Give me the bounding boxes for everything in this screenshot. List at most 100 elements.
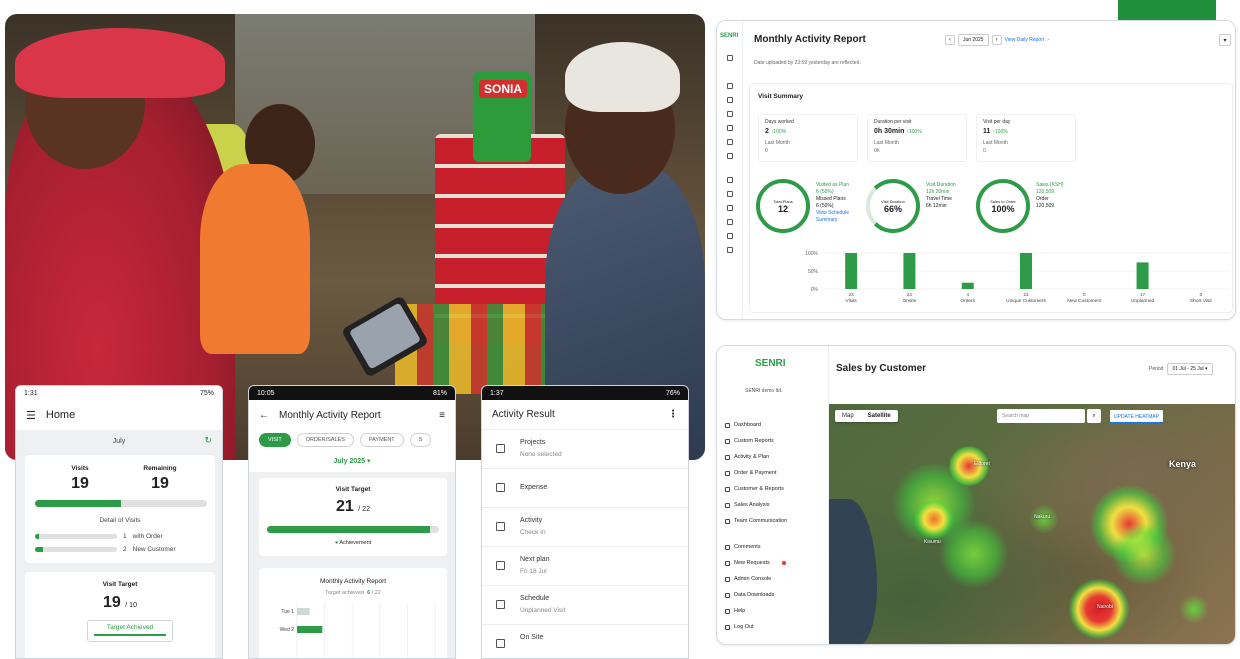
tab-more[interactable]: S [409, 433, 432, 447]
sidebar-item-dashboard[interactable]: Dashboard [725, 422, 761, 428]
sidebar-item-sales-analysis[interactable]: Sales Analysis [725, 502, 769, 508]
analysis-icon[interactable] [727, 139, 733, 145]
home-phone-screen: 1:31 75% ☰ Home July ↻ Visits 19 Remaini… [15, 385, 223, 659]
pin-icon [496, 639, 505, 648]
activity-item-schedule[interactable]: Schedule Unplanned Visit [482, 586, 688, 625]
logout-icon[interactable] [727, 247, 733, 253]
row-bar [297, 608, 310, 615]
gear-icon[interactable] [727, 205, 733, 211]
more-vert-icon[interactable]: ⋮ [668, 409, 678, 420]
x-tick-label: New Customers [1067, 298, 1102, 304]
ring-value: 12 [777, 203, 788, 214]
sidebar-item-order[interactable]: Order & Payment [725, 470, 777, 476]
heatmap[interactable]: Map Satellite Search map ⌕ UPDATE HEATMA… [829, 404, 1235, 644]
item-title: Activity [520, 517, 543, 524]
month-value[interactable]: Jun 2025 [958, 34, 989, 46]
sidebar-item-team[interactable]: Team Communication [725, 518, 787, 524]
tab-visit[interactable]: VISIT [259, 433, 291, 447]
item-title: Schedule [520, 595, 550, 602]
y-tick-label: 50% [808, 269, 819, 275]
nav-label: Customer & Reports [734, 486, 784, 492]
bar [1020, 253, 1032, 289]
target-label: Visit Target [335, 486, 371, 493]
chevron-down-icon[interactable]: ▾ [1219, 34, 1231, 46]
rail-logo: SENRI [720, 33, 739, 39]
activity-item-activity[interactable]: Activity Check In [482, 508, 688, 547]
sidebar-item-logout[interactable]: Log Out [725, 624, 754, 630]
hamburger-icon[interactable]: ☰ [26, 409, 36, 422]
city-label: Nakuru [1034, 514, 1051, 520]
target-value-line: 21 / 22 [259, 498, 447, 516]
back-arrow-icon[interactable]: ← [259, 409, 269, 421]
map-search-input[interactable]: Search map [997, 409, 1085, 423]
sidebar-item-help[interactable]: Help [725, 608, 745, 614]
monthly-report-dashboard: SENRI Monthly Activity Report ‹ Jun 2025… [716, 20, 1236, 320]
stat-visit-per-day: Visit per day 11 ↑100% Last Month 0 [976, 114, 1076, 162]
month-select[interactable]: July 2025 ▾ [249, 450, 455, 472]
nav-label: New Requests [734, 560, 770, 566]
sales-info: Sales (KSH) 120,509 Order 120,509 [1036, 182, 1064, 210]
nav-label: Sales Analysis [734, 502, 770, 508]
info-line: Visit Duration [926, 182, 956, 188]
view-schedule-link-2[interactable]: Summary [816, 217, 838, 223]
update-heatmap-button[interactable]: UPDATE HEATMAP [1109, 409, 1165, 423]
help-icon[interactable] [727, 233, 733, 239]
x-tick-label: Onsite [902, 298, 916, 304]
activity-item-expense[interactable]: Expense [482, 469, 688, 508]
sidebar-item-downloads[interactable]: Data Downloads [725, 592, 774, 598]
activity-item-next-plan[interactable]: Next plan Fri 18 Jul [482, 547, 688, 586]
stat-last-label: Last Month [983, 140, 1008, 146]
info-line: 6 (50%) [816, 203, 834, 209]
visit-duration-ring: Visit Duration 66% [866, 179, 920, 233]
sidebar-item-activity[interactable]: Activity & Plan [725, 454, 769, 460]
item-title: Next plan [520, 556, 550, 563]
app-bar: ☰ Home [16, 400, 222, 430]
request-icon[interactable] [727, 191, 733, 197]
info-line: 6 (50%) [816, 189, 834, 195]
view-daily-link[interactable]: View Daily Report [1004, 37, 1045, 43]
customer-icon[interactable] [727, 125, 733, 131]
sidebar-item-new-requests[interactable]: New Requests [725, 560, 786, 566]
info-line: 120,509 [1036, 189, 1055, 195]
plans-info: Visited as Plan 6 (50%) Missed Plans 6 (… [816, 182, 849, 224]
info-line: Travel Time [926, 196, 952, 202]
sidebar-item-customer[interactable]: Customer & Reports [725, 486, 784, 492]
tab-map[interactable]: Map [842, 413, 854, 419]
calendar-icon[interactable] [727, 97, 733, 103]
team-icon[interactable] [727, 153, 733, 159]
search-icon[interactable]: ⌕ [1087, 409, 1101, 423]
target-achieved-badge: Target Achieved [87, 620, 173, 642]
sidebar-item-admin[interactable]: Admin Console [725, 576, 771, 582]
activity-item-projects[interactable]: Projects None selected [482, 430, 688, 469]
item-title: Projects [520, 439, 546, 446]
city-label: Nairobi [1097, 604, 1113, 610]
dashboard-icon[interactable] [727, 83, 733, 89]
refresh-icon[interactable]: ↻ [204, 435, 212, 445]
target-progress [267, 526, 439, 533]
tab-satellite[interactable]: Satellite [867, 413, 891, 419]
screen-title: Activity Result [492, 409, 555, 420]
sidebar-item-custom-reports[interactable]: Custom Reports [725, 438, 774, 444]
download-icon[interactable] [727, 219, 733, 225]
info-line: 6h 12min [926, 203, 947, 209]
period-select[interactable]: 01 Jul - 25 Jul ▾ [1167, 363, 1213, 375]
tab-order-sales[interactable]: ORDER/SALES [296, 433, 354, 447]
list-icon[interactable]: ≡ [439, 409, 445, 421]
comment-icon[interactable] [727, 177, 733, 183]
detail-bar [35, 547, 117, 552]
view-schedule-link[interactable]: View Schedule [816, 210, 849, 216]
bar [961, 282, 974, 289]
visit-summary-title: Visit Summary [758, 93, 804, 100]
order-icon[interactable] [727, 111, 733, 117]
sidebar-item-comments[interactable]: Comments [725, 544, 761, 550]
activity-item-on-site[interactable]: On Site [482, 625, 688, 658]
prev-month-button[interactable]: ‹ [945, 35, 955, 45]
next-month-button[interactable]: › [991, 35, 1002, 45]
tab-payment[interactable]: PAYMENT [359, 433, 404, 447]
visit-target-card: Visit Target 19 / 10 Target Achieved [25, 572, 215, 658]
daily-visit-chart: Tue 1 Wed 2 [280, 602, 436, 658]
visits-value: 19 [71, 475, 89, 492]
notification-dot [781, 561, 786, 565]
menu-icon[interactable] [727, 55, 733, 61]
ring-label: Sales to Order [990, 198, 1016, 204]
